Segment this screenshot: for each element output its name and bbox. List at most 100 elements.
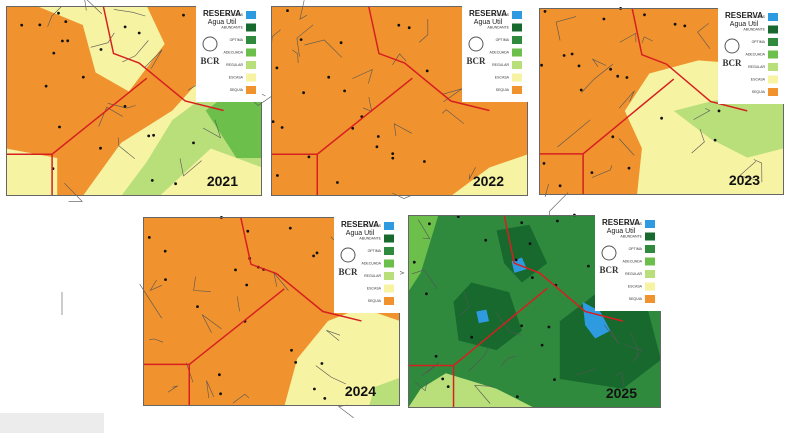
logo-text: BCR — [200, 56, 220, 66]
province-border — [408, 287, 548, 408]
town-dot — [137, 31, 141, 35]
moisture-region — [450, 154, 528, 196]
district-border — [117, 137, 136, 160]
town-dot — [196, 305, 199, 308]
legend-swatch — [384, 234, 394, 243]
legend-swatch — [384, 222, 394, 230]
legend-swatch — [512, 73, 522, 82]
district-border — [441, 109, 465, 124]
year-label: 2022 — [473, 173, 504, 189]
legend-label: OPTIMA — [230, 38, 244, 42]
legend-swatch — [384, 247, 394, 255]
district-border — [47, 6, 62, 27]
legend-swatch — [645, 282, 655, 291]
year-label: 2023 — [729, 172, 760, 188]
town-dot — [286, 9, 289, 12]
province-border — [631, 7, 748, 112]
town-dot — [290, 348, 293, 352]
district-border — [474, 385, 493, 404]
legend-swatch — [246, 86, 256, 94]
district-border — [201, 314, 222, 333]
district-border — [232, 393, 250, 404]
district-border — [122, 40, 149, 63]
district-border — [738, 161, 757, 181]
district-border — [98, 106, 123, 127]
legend-swatch — [768, 25, 778, 34]
town-dot — [58, 125, 61, 129]
legend-swatch — [645, 220, 655, 228]
town-dot — [313, 387, 316, 391]
town-dot — [673, 22, 677, 26]
town-dot — [520, 324, 523, 328]
logo-text: BCR — [338, 267, 358, 277]
district-border — [468, 167, 476, 180]
district-border — [206, 380, 214, 399]
town-dot — [397, 23, 401, 27]
legend-label: ADECUADA — [623, 260, 643, 264]
town-dot — [577, 64, 581, 68]
district-border — [693, 108, 711, 120]
panel-frame — [408, 215, 661, 408]
moisture-region — [369, 377, 400, 406]
legend-swatch — [246, 48, 256, 57]
town-dot — [717, 109, 721, 113]
district-border — [252, 94, 274, 106]
town-dot — [343, 89, 346, 93]
legend-swatch — [246, 73, 256, 82]
legend-swatch — [768, 50, 778, 59]
year-label: 2021 — [207, 173, 238, 189]
town-dot — [570, 52, 574, 56]
legend-swatch — [512, 11, 522, 19]
town-dot — [294, 361, 298, 364]
legend-swatch — [512, 48, 522, 57]
district-border — [468, 346, 490, 372]
legend-label: EXCESOS — [492, 13, 510, 17]
province-border — [143, 288, 285, 406]
legend-label: ABUNDANTE — [487, 26, 509, 30]
town-dot — [64, 20, 68, 23]
province-border — [539, 78, 675, 195]
district-border — [411, 269, 438, 290]
legend-swatch — [246, 23, 256, 32]
legend-label: ADECUADA — [490, 51, 510, 55]
legend-swatch — [512, 61, 522, 69]
town-dot — [234, 268, 237, 272]
legend-label: EXCESOS — [226, 13, 244, 17]
district-border — [149, 279, 163, 292]
district-border — [237, 296, 240, 312]
town-dot — [558, 184, 562, 188]
logo-text: BCR — [466, 56, 486, 66]
town-dot — [625, 76, 629, 79]
moisture-region — [205, 91, 262, 158]
legend-label: ABUNDANTE — [359, 237, 381, 241]
town-dot — [312, 254, 315, 258]
town-dot — [174, 182, 178, 186]
town-dot — [540, 63, 543, 67]
town-dot — [520, 221, 524, 225]
legend-subtitle: Agua Util — [607, 228, 636, 235]
town-dot — [428, 222, 431, 226]
town-dot — [425, 69, 429, 73]
province-border — [102, 5, 224, 112]
town-dot — [412, 260, 416, 264]
district-border — [418, 18, 429, 43]
province-border — [239, 216, 362, 322]
town-dot — [182, 13, 185, 17]
town-dot — [446, 385, 450, 388]
town-dot — [61, 39, 64, 43]
town-dot — [515, 395, 519, 399]
district-border — [629, 331, 639, 359]
moisture-region — [476, 309, 489, 324]
town-dot — [99, 48, 103, 51]
legend-label: ADECUADA — [224, 51, 244, 55]
legend-swatch — [246, 61, 256, 69]
legend-swatch — [384, 284, 394, 293]
legend-label: EXCESOS — [625, 222, 643, 226]
town-dot — [470, 335, 474, 339]
legend-subtitle: Agua Util — [474, 19, 503, 26]
legend-label: ESCASA — [495, 76, 510, 80]
year-label: 2024 — [345, 383, 376, 399]
